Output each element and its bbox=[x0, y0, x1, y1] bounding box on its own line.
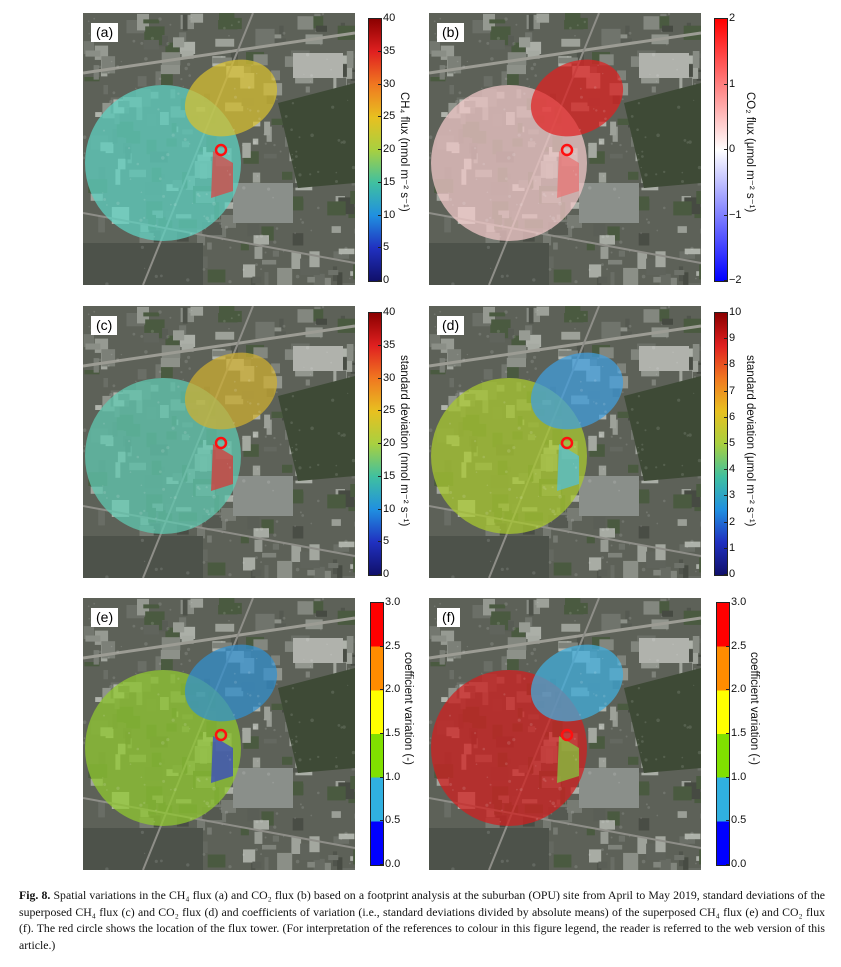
colorbar-d-tick: 5 bbox=[723, 437, 736, 449]
panel-label-b: (b) bbox=[437, 23, 465, 42]
colorbar-f-tick: 1.0 bbox=[725, 770, 747, 783]
map-panel-f: (f) bbox=[429, 598, 701, 870]
colorbar-c-tick: 25 bbox=[377, 404, 396, 417]
colorbar-b-tick: 0 bbox=[723, 143, 736, 155]
colorbar-a bbox=[368, 18, 382, 282]
colorbar-c-tick: 20 bbox=[377, 437, 396, 449]
colorbar-a-tick: 5 bbox=[377, 241, 390, 254]
caption-prefix: Fig. 8. bbox=[19, 888, 51, 902]
panel-label-f: (f) bbox=[437, 608, 461, 627]
colorbar-label-d: standard deviation (μmol m⁻² s⁻¹) bbox=[744, 355, 756, 527]
colorbar-d-tick: 4 bbox=[723, 463, 736, 476]
colorbar-d-tick: 10 bbox=[723, 306, 742, 318]
colorbar-d-tick: 6 bbox=[723, 410, 736, 423]
caption-text: Spatial variations in the CH₄ flux (a) a… bbox=[19, 888, 825, 952]
colorbar-b-tick: 2 bbox=[723, 12, 736, 24]
satellite-map-d bbox=[429, 306, 701, 578]
colorbar-a-tick: 40 bbox=[377, 12, 396, 24]
colorbar-f-tick: 3.0 bbox=[725, 596, 747, 608]
colorbar-e-tick: 3.0 bbox=[379, 596, 401, 608]
colorbar-f-tick: 0.5 bbox=[725, 814, 747, 827]
colorbar-c-tick: 40 bbox=[377, 306, 396, 318]
figure-caption: Fig. 8. Spatial variations in the CH₄ fl… bbox=[19, 887, 825, 953]
colorbar-c-tick: 35 bbox=[377, 338, 396, 351]
panel-label-d: (d) bbox=[437, 316, 465, 335]
map-panel-a: (a) bbox=[83, 13, 355, 285]
satellite-map-b bbox=[429, 13, 701, 285]
colorbar-label-c: standard deviation (nmol m⁻² s⁻¹) bbox=[398, 355, 410, 527]
colorbar-c bbox=[368, 312, 382, 576]
colorbar-f-tick: 2.5 bbox=[725, 639, 747, 652]
colorbar-e-tick: 2.5 bbox=[379, 639, 401, 652]
colorbar-d-tick: 8 bbox=[723, 358, 736, 371]
satellite-map-e bbox=[83, 598, 355, 870]
colorbar-e-tick: 1.0 bbox=[379, 770, 401, 783]
colorbar-d-tick: 1 bbox=[723, 541, 736, 554]
colorbar-e-tick: 1.5 bbox=[379, 727, 401, 739]
colorbar-label-f: coefficient variation (-) bbox=[748, 652, 760, 765]
colorbar-d-tick: 7 bbox=[723, 384, 736, 397]
colorbar-e-tick: 0.5 bbox=[379, 814, 401, 827]
colorbar-d-tick: 9 bbox=[723, 332, 736, 345]
colorbar-a-tick: 20 bbox=[377, 143, 396, 155]
colorbar-e-tick: 0.0 bbox=[379, 858, 401, 870]
colorbar-d-tick: 0 bbox=[723, 568, 736, 580]
colorbar-a-tick: 10 bbox=[377, 208, 396, 221]
colorbar-c-tick: 5 bbox=[377, 535, 390, 548]
colorbar-a-tick: 35 bbox=[377, 44, 396, 57]
panel-label-e: (e) bbox=[91, 608, 119, 627]
satellite-map-a bbox=[83, 13, 355, 285]
colorbar-a-tick: 15 bbox=[377, 175, 396, 188]
colorbar-c-tick: 15 bbox=[377, 469, 396, 482]
colorbar-label-e: coefficient variation (-) bbox=[402, 652, 414, 765]
colorbar-c-tick: 30 bbox=[377, 371, 396, 384]
colorbar-f bbox=[716, 602, 730, 866]
satellite-map-f bbox=[429, 598, 701, 870]
map-panel-d: (d) bbox=[429, 306, 701, 578]
colorbar-d-tick: 3 bbox=[723, 489, 736, 502]
map-panel-b: (b) bbox=[429, 13, 701, 285]
colorbar-b-tick: −2 bbox=[724, 274, 742, 286]
panel-label-a: (a) bbox=[91, 23, 119, 42]
colorbar-f-tick: 1.5 bbox=[725, 727, 747, 739]
colorbar-d-tick: 2 bbox=[723, 515, 736, 528]
colorbar-e bbox=[370, 602, 384, 866]
colorbar-b-tick: −1 bbox=[724, 208, 742, 221]
colorbar-d bbox=[714, 312, 728, 576]
colorbar-a-tick: 25 bbox=[377, 110, 396, 123]
map-panel-c: (c) bbox=[83, 306, 355, 578]
colorbar-label-a: CH₄ flux (nmol m⁻² s⁻¹) bbox=[398, 92, 410, 212]
colorbar-a-tick: 0 bbox=[377, 274, 390, 286]
colorbar-e-tick: 2.0 bbox=[379, 683, 401, 696]
colorbar-b bbox=[714, 18, 728, 282]
colorbar-c-tick: 10 bbox=[377, 502, 396, 515]
colorbar-c-tick: 0 bbox=[377, 568, 390, 580]
colorbar-f-tick: 0.0 bbox=[725, 858, 747, 870]
satellite-map-c bbox=[83, 306, 355, 578]
colorbar-label-b: CO₂ flux (μmol m⁻² s⁻¹) bbox=[744, 92, 756, 213]
colorbar-b-tick: 1 bbox=[723, 77, 736, 90]
map-panel-e: (e) bbox=[83, 598, 355, 870]
colorbar-a-tick: 30 bbox=[377, 77, 396, 90]
colorbar-f-tick: 2.0 bbox=[725, 683, 747, 696]
panel-label-c: (c) bbox=[91, 316, 118, 335]
